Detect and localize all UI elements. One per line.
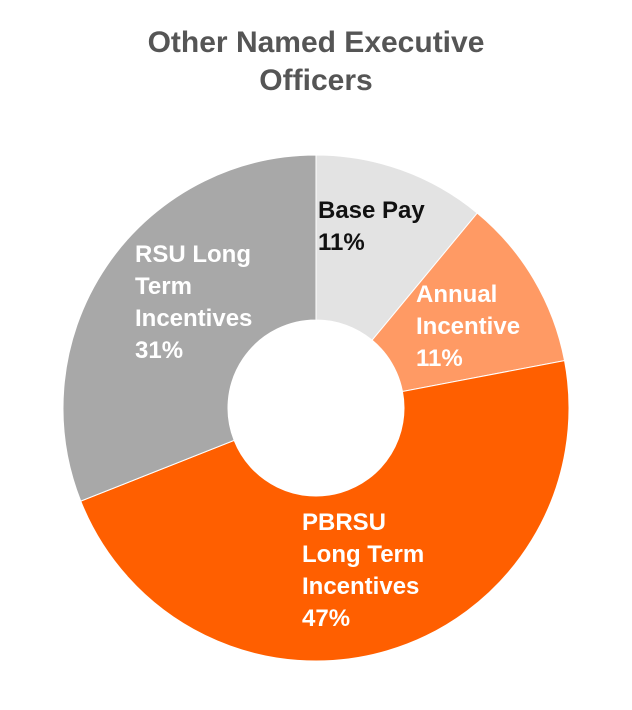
slice-3 bbox=[62, 154, 317, 502]
chart-title-line-1: Other Named Executive bbox=[147, 26, 485, 59]
slice-label-2: PBRSU Long Term Incentives 47% bbox=[302, 509, 424, 632]
slice-percent: 11% bbox=[318, 229, 365, 256]
chart-title-line-2: Officers bbox=[259, 64, 373, 97]
slice-label-line: Incentives bbox=[135, 305, 252, 332]
slice-label-line: Incentives bbox=[302, 573, 419, 600]
slice-label-0: Base Pay 11% bbox=[318, 197, 425, 256]
slice-2 bbox=[80, 360, 570, 662]
slice-1 bbox=[371, 212, 566, 393]
slice-label-line: Annual bbox=[416, 281, 497, 308]
slice-label-line: Incentive bbox=[416, 313, 520, 340]
slice-percent: 47% bbox=[302, 605, 350, 632]
slice-percent: 31% bbox=[135, 337, 183, 364]
slice-label-3: RSU Long Term Incentives 31% bbox=[135, 241, 252, 364]
slice-label-line: RSU Long bbox=[135, 241, 251, 268]
slice-label-line: Long Term bbox=[302, 541, 424, 568]
slice-label-line: Base Pay bbox=[318, 197, 425, 224]
slice-percent: 11% bbox=[416, 345, 463, 372]
chart-title: Other Named Executive Officers bbox=[0, 24, 632, 100]
slice-label-line: PBRSU bbox=[302, 509, 386, 536]
slice-label-1: Annual Incentive 11% bbox=[416, 281, 520, 372]
slice-0 bbox=[315, 154, 478, 341]
slice-label-line: Term bbox=[135, 273, 192, 300]
